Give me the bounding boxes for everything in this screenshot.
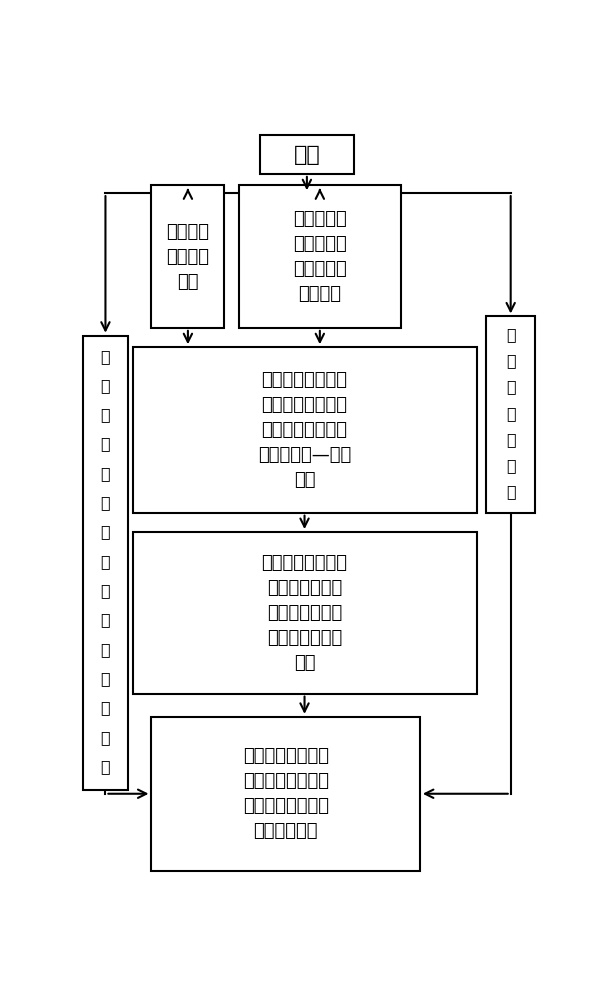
Text: 性: 性 bbox=[101, 700, 110, 715]
Text: 质: 质 bbox=[506, 353, 516, 368]
Text: 特: 特 bbox=[101, 730, 110, 745]
Text: 资: 资 bbox=[506, 458, 516, 473]
Bar bbox=[133, 532, 477, 694]
Text: 高精地分
高度层序
层析: 高精地分 高度层序 层析 bbox=[167, 223, 209, 291]
Text: 物: 物 bbox=[101, 671, 110, 686]
Text: 、: 、 bbox=[506, 380, 516, 395]
Bar bbox=[133, 347, 477, 513]
Text: 岐: 岐 bbox=[101, 612, 110, 627]
Text: 析: 析 bbox=[101, 437, 110, 452]
Bar bbox=[260, 135, 354, 174]
Bar bbox=[486, 316, 536, 513]
Bar bbox=[238, 185, 401, 328]
Text: 识别参考等时地震
反射同相轴，创建
高精度等时地层格
架，建立井—对应
关系: 识别参考等时地震 反射同相轴，创建 高精度等时地层格 架，建立井—对应 关系 bbox=[258, 371, 351, 489]
Bar bbox=[151, 185, 224, 328]
Text: 井旁地震道
时频分析，
压制地震波
干涉作用: 井旁地震道 时频分析， 压制地震波 干涉作用 bbox=[293, 210, 347, 303]
Text: 地: 地 bbox=[506, 327, 516, 342]
Text: 岩: 岩 bbox=[101, 554, 110, 569]
Text: 的: 的 bbox=[101, 583, 110, 598]
Text: 泥: 泥 bbox=[101, 524, 110, 539]
Text: 石: 石 bbox=[101, 642, 110, 657]
Text: 井: 井 bbox=[506, 432, 516, 447]
Text: 料: 料 bbox=[506, 484, 516, 499]
Text: 开始: 开始 bbox=[294, 145, 320, 165]
Text: 计: 计 bbox=[101, 378, 110, 393]
Text: 对地震反射能量地
层切片进行沉积学
解释，编制沉积体
系平面分布图: 对地震反射能量地 层切片进行沉积学 解释，编制沉积体 系平面分布图 bbox=[243, 747, 329, 840]
Text: 统: 统 bbox=[101, 349, 110, 364]
Text: 、: 、 bbox=[101, 495, 110, 510]
Bar bbox=[151, 717, 420, 871]
Text: 测: 测 bbox=[506, 406, 516, 421]
Text: 征: 征 bbox=[101, 759, 110, 774]
Text: 形成分频数据体，
创建目标振幅地
层切片，生成地
震反射能量地层
切片: 形成分频数据体， 创建目标振幅地 层切片，生成地 震反射能量地层 切片 bbox=[261, 554, 348, 672]
Text: 分: 分 bbox=[101, 407, 110, 422]
Bar bbox=[83, 336, 128, 790]
Text: 沙: 沙 bbox=[101, 466, 110, 481]
